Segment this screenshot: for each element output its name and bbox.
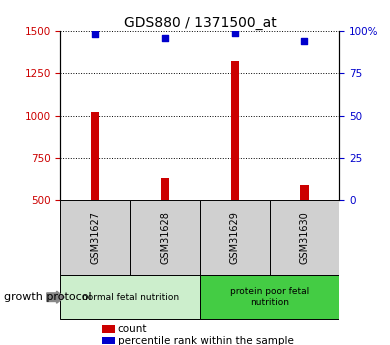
- Text: percentile rank within the sample: percentile rank within the sample: [118, 336, 294, 345]
- Text: GSM31628: GSM31628: [160, 211, 170, 264]
- Point: [232, 30, 238, 36]
- Bar: [60, 200, 130, 275]
- Bar: [200, 275, 339, 319]
- Text: GSM31627: GSM31627: [90, 211, 100, 264]
- Bar: [102, 325, 115, 333]
- Bar: [230, 61, 239, 285]
- Text: growth protocol: growth protocol: [4, 292, 92, 302]
- Bar: [200, 200, 269, 275]
- Text: protein poor fetal
nutrition: protein poor fetal nutrition: [230, 287, 309, 307]
- Bar: [60, 275, 200, 319]
- Point: [92, 32, 98, 37]
- Bar: [161, 178, 169, 285]
- Text: GSM31630: GSM31630: [300, 211, 309, 264]
- Bar: [300, 185, 308, 285]
- Point: [162, 35, 168, 41]
- Title: GDS880 / 1371500_at: GDS880 / 1371500_at: [124, 16, 276, 30]
- Bar: [91, 112, 99, 285]
- Text: GSM31629: GSM31629: [230, 211, 240, 264]
- Text: count: count: [118, 324, 147, 334]
- Bar: [102, 337, 115, 344]
- Bar: [269, 200, 339, 275]
- Bar: [130, 200, 200, 275]
- Point: [301, 38, 308, 44]
- Text: normal fetal nutrition: normal fetal nutrition: [82, 293, 179, 302]
